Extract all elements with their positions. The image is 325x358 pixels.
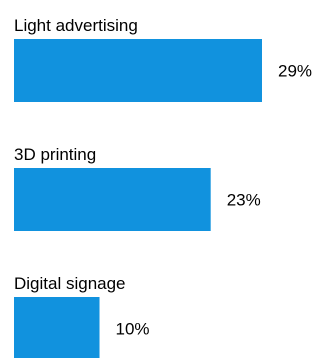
bar bbox=[14, 168, 211, 231]
value-label: 23% bbox=[227, 191, 261, 210]
bars-group: Light advertising 29% 3D printing 23% Digita… bbox=[14, 16, 312, 358]
category-label: Digital signage bbox=[14, 274, 126, 293]
bar bbox=[14, 297, 100, 358]
bar bbox=[14, 39, 262, 102]
category-label: 3D printing bbox=[14, 145, 96, 164]
value-label: 10% bbox=[116, 320, 150, 339]
value-label: 29% bbox=[278, 62, 312, 81]
category-label: Light advertising bbox=[14, 16, 138, 35]
